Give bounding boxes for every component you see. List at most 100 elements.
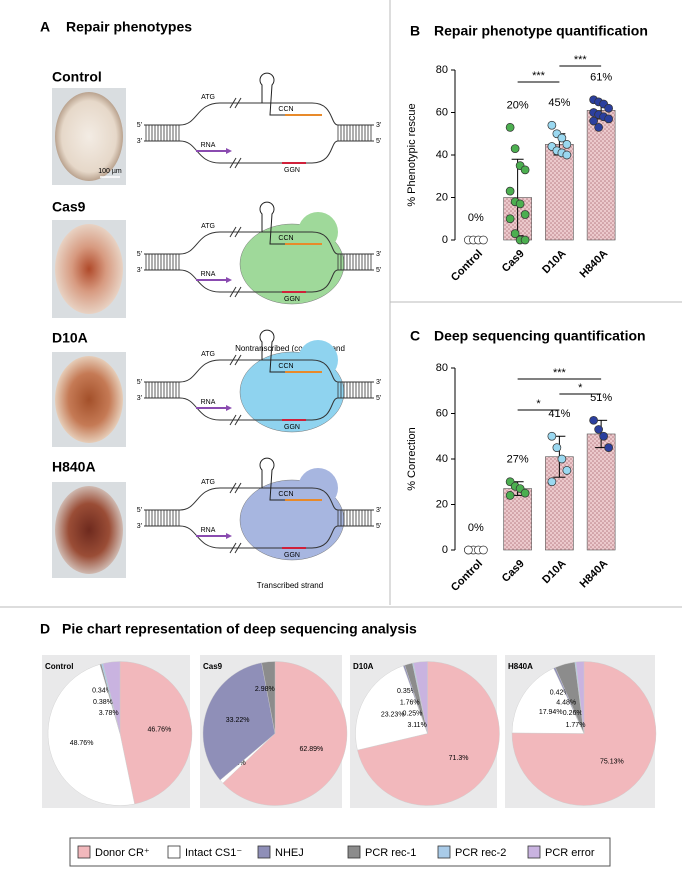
dna-strand [144, 102, 374, 126]
strand-break [234, 542, 242, 554]
value-label: 0% [468, 522, 484, 534]
legend-swatch [437, 845, 451, 859]
row-label: H840A [52, 459, 96, 475]
data-point [520, 165, 530, 175]
strand-note: Transcribed strand [257, 581, 323, 590]
data-point [464, 545, 473, 555]
data-point [594, 123, 603, 132]
guide-loop [259, 72, 320, 116]
strand-break [229, 414, 237, 426]
pie-slice [261, 661, 276, 734]
slice-label: 17.94% [539, 709, 563, 716]
legend-label: Intact CS1⁻ [185, 847, 242, 859]
pie-slice [119, 661, 193, 805]
dna-strand [144, 359, 374, 383]
slice-label: 1.76% [400, 699, 420, 706]
y-tick-label: 20 [436, 191, 448, 203]
pie-slice [575, 661, 585, 734]
data-point [520, 210, 530, 219]
data-point [557, 454, 567, 464]
value-label: 20% [507, 99, 529, 111]
diagram-label: CCN [278, 235, 293, 242]
strand-break [229, 97, 237, 109]
chart-title: Repair phenotype quantification [434, 23, 648, 39]
data-point [479, 545, 488, 555]
diagram-label: CCN [278, 491, 293, 498]
pie-slice [357, 661, 500, 806]
diagram-label: ATG [201, 94, 215, 101]
significance-label: * [536, 398, 541, 410]
value-label: 0% [468, 212, 484, 224]
value-label: 51% [590, 392, 612, 404]
y-tick-label: 20 [436, 498, 448, 510]
legend-swatch [77, 845, 91, 859]
data-point [562, 466, 572, 475]
strand-break [234, 157, 242, 169]
pie-title: D10A [353, 662, 374, 671]
diagram-label: 3' [376, 379, 381, 386]
y-axis-label: % Phenotypic rescue [406, 103, 418, 206]
data-point [547, 431, 557, 441]
diagram-label: GGN [284, 552, 300, 559]
pie-slice [413, 661, 428, 734]
strand-break [234, 97, 242, 109]
data-point [552, 443, 562, 452]
slice-label: 3.11% [407, 722, 426, 729]
protein-lobe [298, 468, 338, 508]
diagram-label: 3' [376, 507, 381, 514]
y-tick-label: 80 [436, 362, 448, 374]
significance-label: * [578, 382, 583, 394]
diagram-label: CCN [278, 106, 293, 113]
value-label: 41% [548, 408, 570, 420]
panel-letter: B [410, 23, 420, 39]
eye [55, 92, 123, 181]
diagram-label: GGN [284, 296, 300, 303]
slice-label: 0.25% [403, 711, 423, 718]
data-point [510, 144, 520, 153]
slice-label: 0.26% [563, 710, 583, 717]
legend-label: PCR rec-2 [455, 847, 506, 859]
x-tick-label: Cas9 [500, 558, 527, 585]
data-point [505, 123, 515, 132]
eye [55, 486, 123, 574]
diagram-label: 3' [376, 251, 381, 258]
data-point [520, 488, 530, 498]
y-tick-label: 0 [442, 544, 448, 556]
diagram-label: 5' [376, 395, 381, 402]
diagram-label: 5' [376, 267, 381, 274]
significance-label: *** [574, 54, 588, 66]
data-point [604, 103, 613, 113]
diagram-label: 3' [137, 395, 142, 402]
strand-break [229, 286, 237, 298]
x-tick-label: D10A [540, 558, 568, 586]
y-tick-label: 0 [442, 234, 448, 246]
y-tick-label: 60 [436, 407, 448, 419]
value-label: 45% [548, 97, 570, 109]
y-tick-label: 40 [436, 453, 448, 465]
panel-title: Pie chart representation of deep sequenc… [62, 621, 417, 637]
legend-swatch [347, 845, 361, 859]
strand-break [234, 226, 242, 238]
guide-loop [259, 457, 320, 501]
data-point [589, 116, 598, 126]
slice-label: 1.77% [566, 722, 586, 729]
strand-break [229, 542, 237, 554]
diagram-label: 3' [137, 138, 142, 145]
diagram-label: 3' [137, 523, 142, 530]
pie-title: Cas9 [203, 662, 223, 671]
legend-swatch [527, 845, 541, 859]
row-label: D10A [52, 330, 88, 346]
slice-label: 0.34% [92, 687, 112, 694]
diagram-label: 5' [137, 507, 142, 514]
x-tick-label: H840A [578, 558, 611, 591]
diagram-label: 5' [137, 379, 142, 386]
pie-title: Control [45, 662, 73, 671]
bar [586, 110, 616, 241]
rna-arrow [226, 533, 232, 539]
legend-swatch [167, 845, 181, 859]
bar [586, 433, 616, 551]
strand-break [229, 226, 237, 238]
diagram-label: GGN [284, 167, 300, 174]
protein-lobe [298, 212, 338, 252]
diagram-label: 3' [376, 122, 381, 129]
